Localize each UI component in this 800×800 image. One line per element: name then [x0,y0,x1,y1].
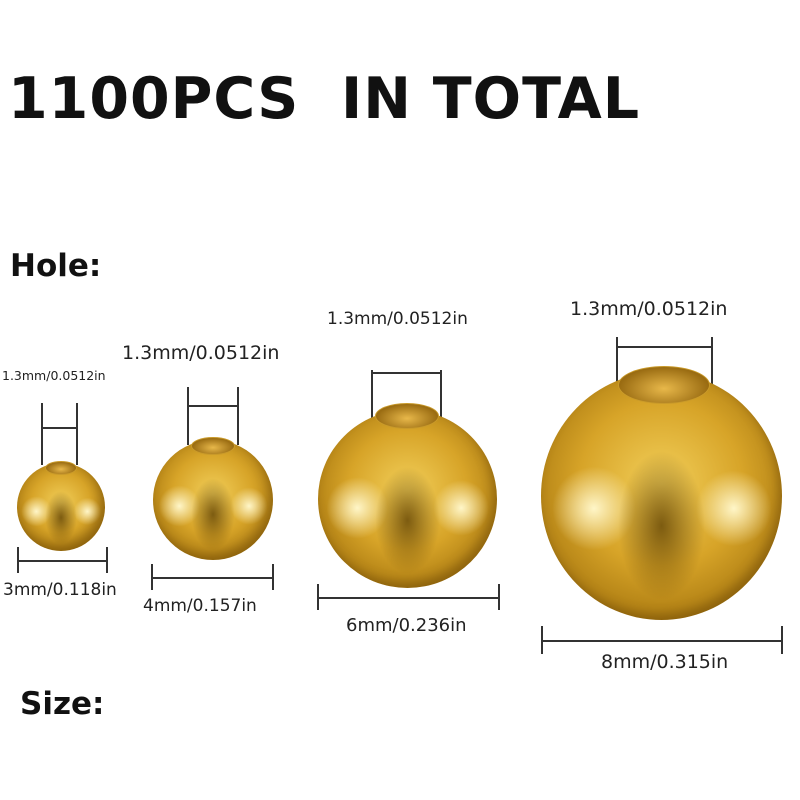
hole-dimension-line [41,427,76,429]
size-tick [781,626,783,654]
size-label: 8mm/0.315in [601,651,729,673]
hole-heading: Hole: [10,248,102,284]
size-tick [151,564,153,590]
size-tick [317,584,319,610]
size-dimension-line [17,560,107,562]
hole-label: 1.3mm/0.0512in [122,342,280,364]
hole-label: 1.3mm/0.0512in [2,368,106,383]
hole-dimension-line [187,387,189,445]
size-dimension-line [317,597,499,599]
gold-bead-image [318,410,497,588]
size-tick [17,547,19,573]
hole-dimension-line [371,370,373,425]
bead-hole [618,366,710,404]
size-heading: Size: [20,686,105,722]
size-tick [541,626,543,654]
size-dimension-line [541,640,782,642]
gold-bead-image [153,440,273,560]
hole-dimension-line [616,346,711,348]
bead-hole [375,403,439,429]
size-tick [106,547,108,573]
size-tick [498,584,500,610]
size-label: 6mm/0.236in [346,615,467,636]
bead-hole [191,437,235,455]
size-tick [272,564,274,590]
hole-dimension-line [76,403,78,465]
hole-label: 1.3mm/0.0512in [327,309,468,329]
hole-dimension-line [41,403,43,465]
hole-dimension-line [187,405,237,407]
gold-bead-image [541,372,782,620]
size-dimension-line [151,577,273,579]
size-label: 4mm/0.157in [143,596,257,616]
hole-dimension-line [371,372,440,374]
hole-dimension-line [237,387,239,445]
gold-bead-image [17,463,105,551]
size-label: 3mm/0.118in [3,580,117,600]
hole-label: 1.3mm/0.0512in [570,298,728,320]
bead-hole [45,461,77,475]
hole-dimension-line [440,370,442,425]
hole-dimension-line [711,337,713,400]
headline: 1100PCS IN TOTAL [8,66,641,132]
hole-dimension-line [616,337,618,400]
